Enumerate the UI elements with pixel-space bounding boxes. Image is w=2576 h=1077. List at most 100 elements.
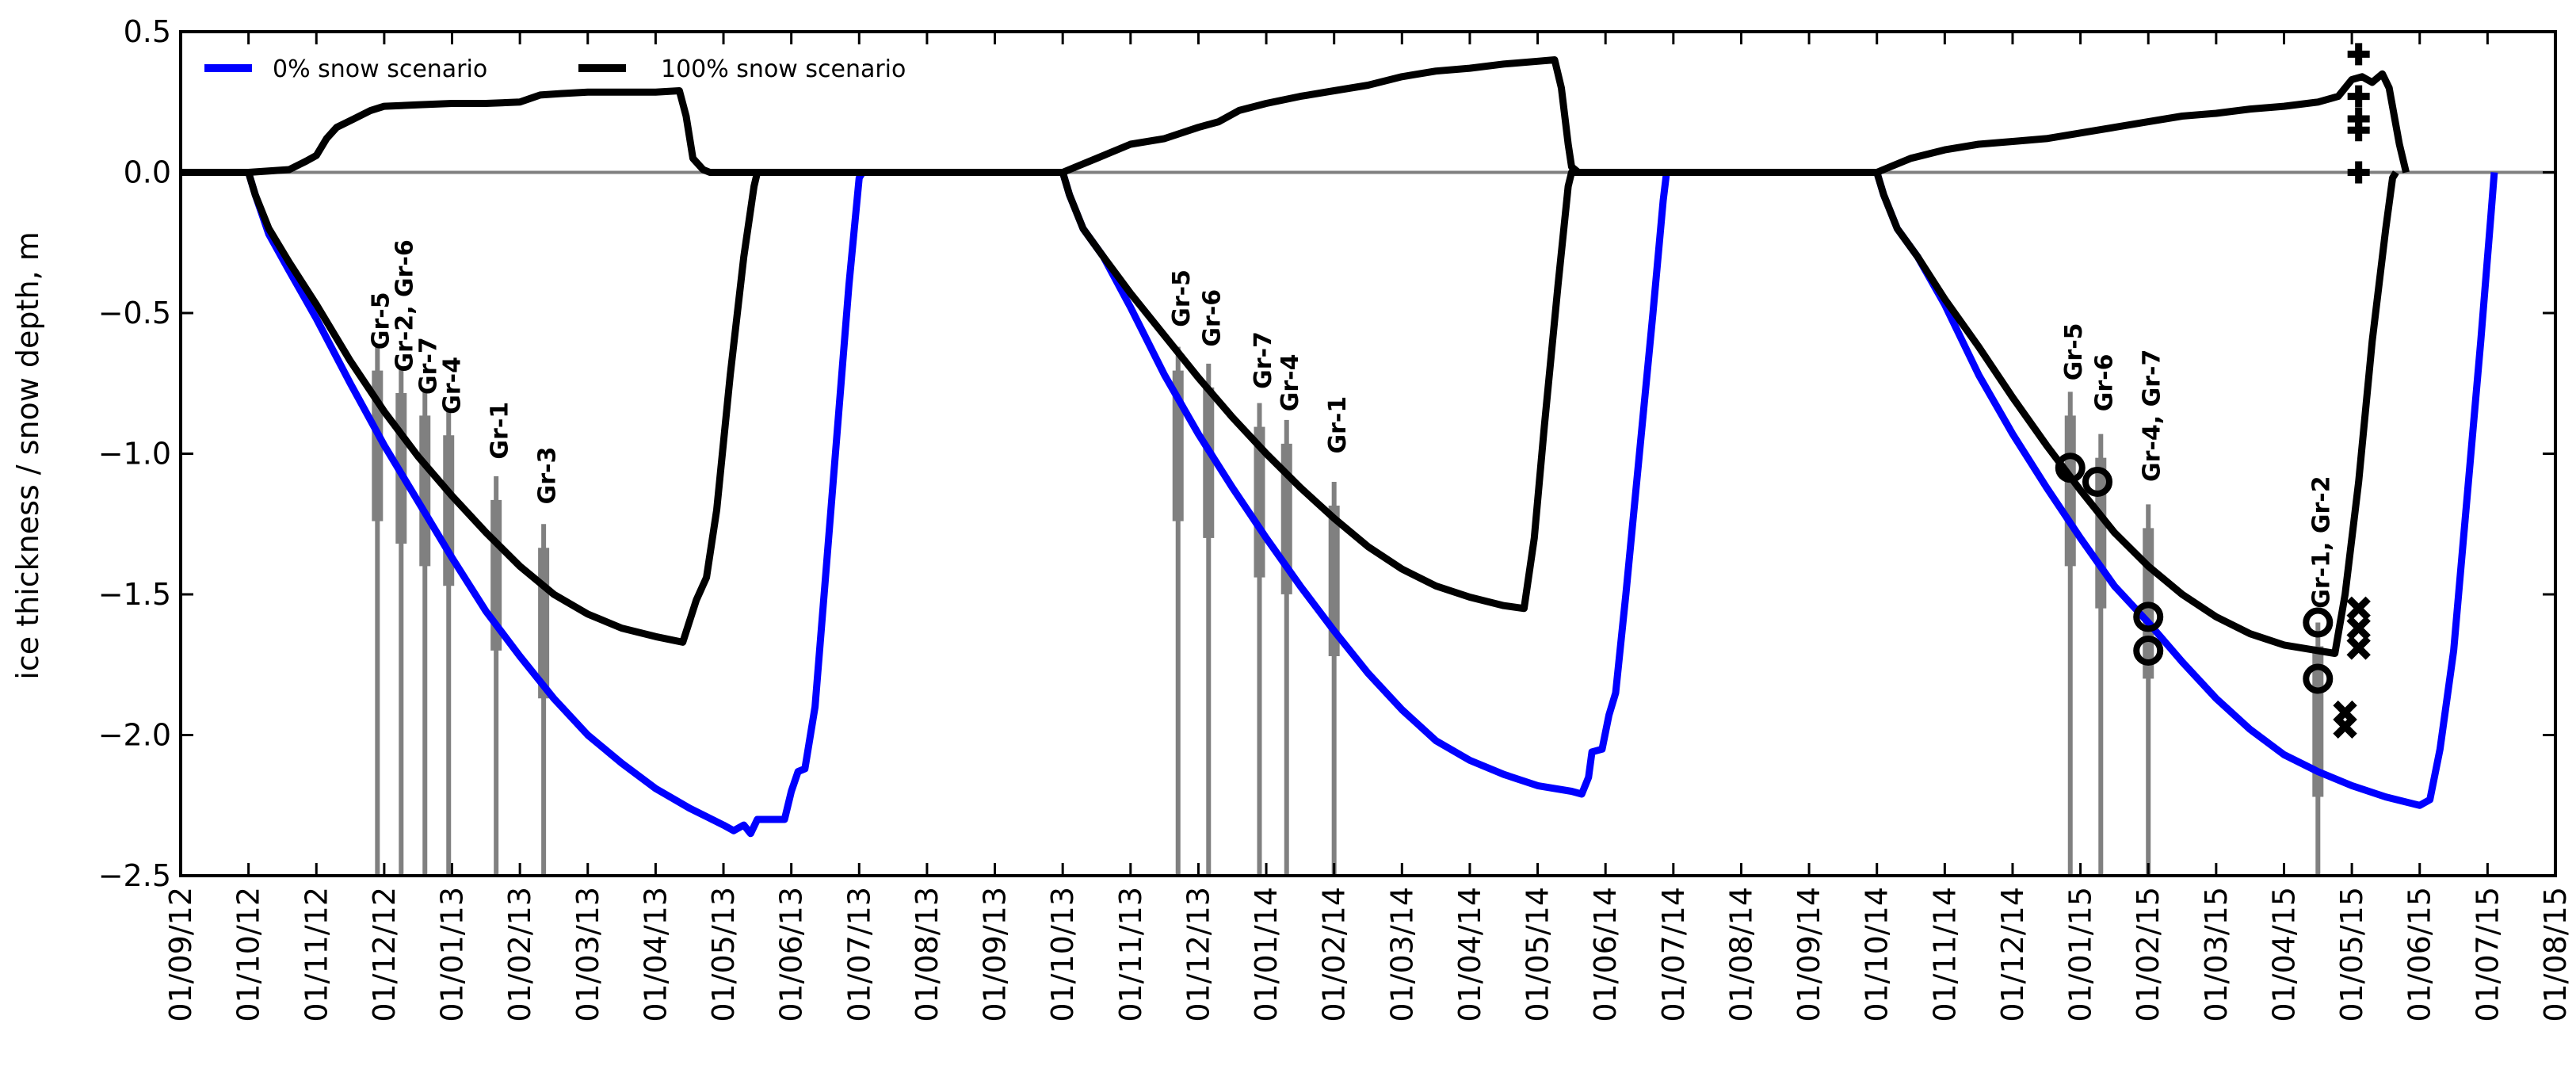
x-tick-label: 01/07/13 xyxy=(841,887,876,1022)
circle-marker xyxy=(2133,636,2164,666)
measurement-bar xyxy=(399,369,404,876)
plus-marker xyxy=(2347,43,2370,66)
x-tick-label: 01/05/13 xyxy=(706,887,741,1022)
axes: 0.5 0.0 −0.5 −1.0 −1.5 −2.0 −2.501/09/12 01/10/… xyxy=(98,14,2573,1022)
annotation-label: Gr-4 xyxy=(1277,354,1304,412)
measurement-bar-thick xyxy=(1203,387,1215,538)
x-tick-label: 01/05/14 xyxy=(1521,887,1555,1022)
x-tick-label: 01/06/15 xyxy=(2402,887,2437,1022)
circle-marker xyxy=(2082,467,2113,497)
x-tick-label: 01/02/14 xyxy=(1317,887,1352,1022)
circle-marker xyxy=(2303,607,2334,638)
measurement-bar xyxy=(446,411,452,876)
annotation-label: Gr-1 xyxy=(486,402,513,460)
legend-label-100pct: 100% snow scenario xyxy=(661,55,906,83)
x-tick-label: 01/11/12 xyxy=(299,887,334,1022)
measurement-bar-thick xyxy=(419,415,431,567)
annotation-label: Gr-1, Gr-2 xyxy=(2308,475,2336,608)
annotation-label: Gr-5 xyxy=(368,292,395,349)
measurement-bar xyxy=(2098,433,2104,876)
annotation-label: Gr-7 xyxy=(1250,331,1277,389)
data-markers xyxy=(2055,43,2371,739)
measurement-bar-thick xyxy=(2064,415,2076,567)
x-tick-label: 01/03/14 xyxy=(1384,887,1419,1022)
x-tick-label: 01/04/15 xyxy=(2266,887,2301,1022)
x-tick-label: 01/10/13 xyxy=(1045,887,1080,1022)
measurement-bar xyxy=(1331,482,1337,876)
plus-marker xyxy=(2347,119,2370,142)
x-tick-label: 01/06/13 xyxy=(774,887,809,1022)
measurement-bar xyxy=(375,346,380,876)
y-tick-label: −0.5 xyxy=(98,296,171,330)
legend: 0% snow scenario 100% snow scenario xyxy=(204,55,906,83)
annotation-label: Gr-4 xyxy=(439,357,467,414)
plus-marker xyxy=(2347,161,2370,184)
y-tick-label: −2.5 xyxy=(98,858,171,893)
x-marker xyxy=(2346,636,2371,660)
x-tick-label: 01/07/15 xyxy=(2470,887,2505,1022)
x-tick-label: 01/10/12 xyxy=(231,887,266,1022)
plus-marker xyxy=(2347,85,2370,108)
measurement-bar xyxy=(1206,363,1212,876)
x-tick-label: 01/05/15 xyxy=(2334,887,2369,1022)
measurement-bar-thick xyxy=(2312,646,2324,797)
measurement-bar xyxy=(1284,419,1289,876)
measurement-bar xyxy=(422,391,428,876)
measurement-bar xyxy=(2146,504,2151,876)
x-tick-label: 01/04/14 xyxy=(1452,887,1487,1022)
circle-marker xyxy=(2303,663,2334,694)
series-line-2 xyxy=(248,56,2410,176)
series-line-0 xyxy=(181,169,2498,838)
x-tick-label: 01/11/13 xyxy=(1113,887,1148,1022)
legend-label-0pct: 0% snow scenario xyxy=(273,55,487,83)
x-tick-label: 01/09/13 xyxy=(978,887,1013,1022)
measurement-bar xyxy=(1257,403,1262,876)
x-tick-label: 01/12/12 xyxy=(367,887,402,1022)
circle-marker xyxy=(2133,602,2164,632)
x-tick-label: 01/10/14 xyxy=(1860,887,1895,1022)
annotation-label: Gr-1 xyxy=(1324,396,1352,454)
x-tick-label: 01/12/14 xyxy=(1995,887,2030,1022)
x-tick-label: 01/08/15 xyxy=(2538,887,2573,1022)
measurement-bar xyxy=(1175,346,1181,876)
annotation-label: Gr-7 xyxy=(415,337,443,395)
measurement-bar-thick xyxy=(1328,506,1340,656)
annotation-label: Gr-6 xyxy=(2091,354,2119,412)
x-tick-label: 01/09/14 xyxy=(1792,887,1826,1022)
x-marker xyxy=(2333,714,2357,739)
annotation-label: Gr-5 xyxy=(1168,269,1196,327)
x-tick-label: 01/03/13 xyxy=(571,887,605,1022)
x-tick-label: 01/09/12 xyxy=(163,887,198,1022)
x-tick-label: 01/07/14 xyxy=(1656,887,1691,1022)
measurement-bar xyxy=(2067,391,2073,876)
x-marker xyxy=(2346,616,2371,640)
x-tick-label: 01/04/13 xyxy=(638,887,673,1022)
annotation-label: Gr-2, Gr-6 xyxy=(391,239,419,372)
series-lines xyxy=(181,56,2498,838)
y-tick-label: −1.5 xyxy=(98,577,171,612)
x-marker xyxy=(2346,596,2371,621)
annotation-label: Gr-3 xyxy=(533,447,561,505)
annotations: Gr-5Gr-2, Gr-6Gr-7Gr-4Gr-1Gr-3Gr-5 Gr-6Gr… xyxy=(368,239,2336,609)
x-tick-label: 01/02/15 xyxy=(2131,887,2166,1022)
annotation-label: Gr-4, Gr-7 xyxy=(2139,349,2166,482)
y-tick-label: 0.0 xyxy=(124,155,171,190)
x-tick-label: 01/01/15 xyxy=(2063,887,2098,1022)
x-tick-label: 01/03/15 xyxy=(2199,887,2234,1022)
measurement-bar-thick xyxy=(2095,457,2107,609)
y-axis-title: ice thickness / snow depth, m xyxy=(10,231,45,679)
measurement-bar-thick xyxy=(1254,426,1265,578)
y-tick-label: −2.0 xyxy=(98,718,171,753)
y-tick-label: 0.5 xyxy=(124,14,171,49)
measurement-bar xyxy=(541,524,547,876)
series-line-1 xyxy=(181,169,2399,657)
x-tick-label: 01/08/13 xyxy=(910,887,945,1022)
annotation-label: Gr-6 xyxy=(1199,289,1227,347)
x-tick-label: 01/12/13 xyxy=(1181,887,1215,1022)
x-tick-label: 01/08/14 xyxy=(1723,887,1758,1022)
x-tick-label: 01/11/14 xyxy=(1927,887,1962,1022)
measurement-bar xyxy=(494,475,499,876)
x-tick-label: 01/02/13 xyxy=(502,887,537,1022)
y-tick-label: −1.0 xyxy=(98,437,171,472)
